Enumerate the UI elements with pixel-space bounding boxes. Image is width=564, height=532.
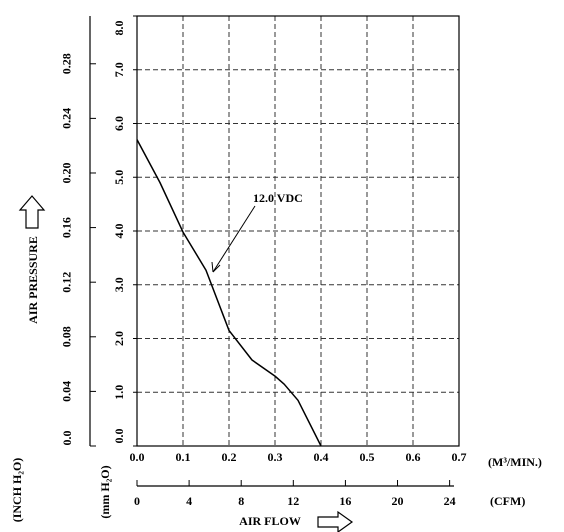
y2-unit: (INCH H₂O): [10, 458, 24, 523]
y-unit: (mm H₂O): [98, 465, 112, 518]
y-tick-label: 4.0: [112, 224, 126, 239]
x-tick-label: 0.3: [268, 450, 283, 464]
y2-tick-label: 0.08: [60, 326, 74, 347]
annotation-leader: [212, 205, 256, 273]
y-tick-label: 8.0: [112, 21, 126, 36]
y2-tick-label: 0.12: [60, 272, 74, 293]
y-tick-label: 1.0: [112, 385, 126, 400]
x-tick-label: 0.0: [130, 450, 145, 464]
y2-tick-label: 0.0: [60, 431, 74, 446]
y2-tick-label: 0.04: [60, 381, 74, 402]
x-unit: (M³/MIN.): [488, 455, 542, 469]
y-tick-label: 5.0: [112, 170, 126, 185]
y2-tick-label: 0.28: [60, 53, 74, 74]
y-tick-label: 2.0: [112, 331, 126, 346]
y2-tick-label: 0.20: [60, 162, 74, 183]
plot-frame: [136, 15, 460, 447]
y-tick-label: 0.0: [112, 429, 126, 444]
data-line: [136, 139, 322, 447]
x-tick-label: 0.1: [176, 450, 191, 464]
x-tick-label: 0.6: [406, 450, 421, 464]
y2-tick-label: 0.24: [60, 108, 74, 129]
x-tick-label: 0.7: [452, 450, 467, 464]
x2-tick-label: 20: [392, 494, 404, 508]
up-arrow-icon: [18, 195, 46, 229]
x-tick-label: 0.2: [222, 450, 237, 464]
x2-tick-label: 16: [339, 494, 351, 508]
x2-tick-label: 0: [134, 494, 140, 508]
y-tick-label: 7.0: [112, 62, 126, 77]
x2-unit: (CFM): [490, 494, 525, 508]
right-arrow-icon: [317, 510, 354, 532]
x2-tick-label: 24: [444, 494, 456, 508]
x-tick-label: 0.4: [314, 450, 329, 464]
x-tick-label: 0.5: [360, 450, 375, 464]
y2-tick-label: 0.16: [60, 217, 74, 238]
y-tick-label: 3.0: [112, 277, 126, 292]
annotation-arrowhead: [211, 261, 221, 273]
x-axis-title: AIR FLOW: [239, 514, 301, 528]
x2-tick-label: 12: [287, 494, 299, 508]
series-label: 12.0 VDC: [253, 191, 303, 205]
x2-tick-label: 4: [186, 494, 192, 508]
y-axis-title: AIR PRESSURE: [26, 236, 40, 324]
x2-tick-label: 8: [238, 494, 244, 508]
y-tick-label: 6.0: [112, 116, 126, 131]
